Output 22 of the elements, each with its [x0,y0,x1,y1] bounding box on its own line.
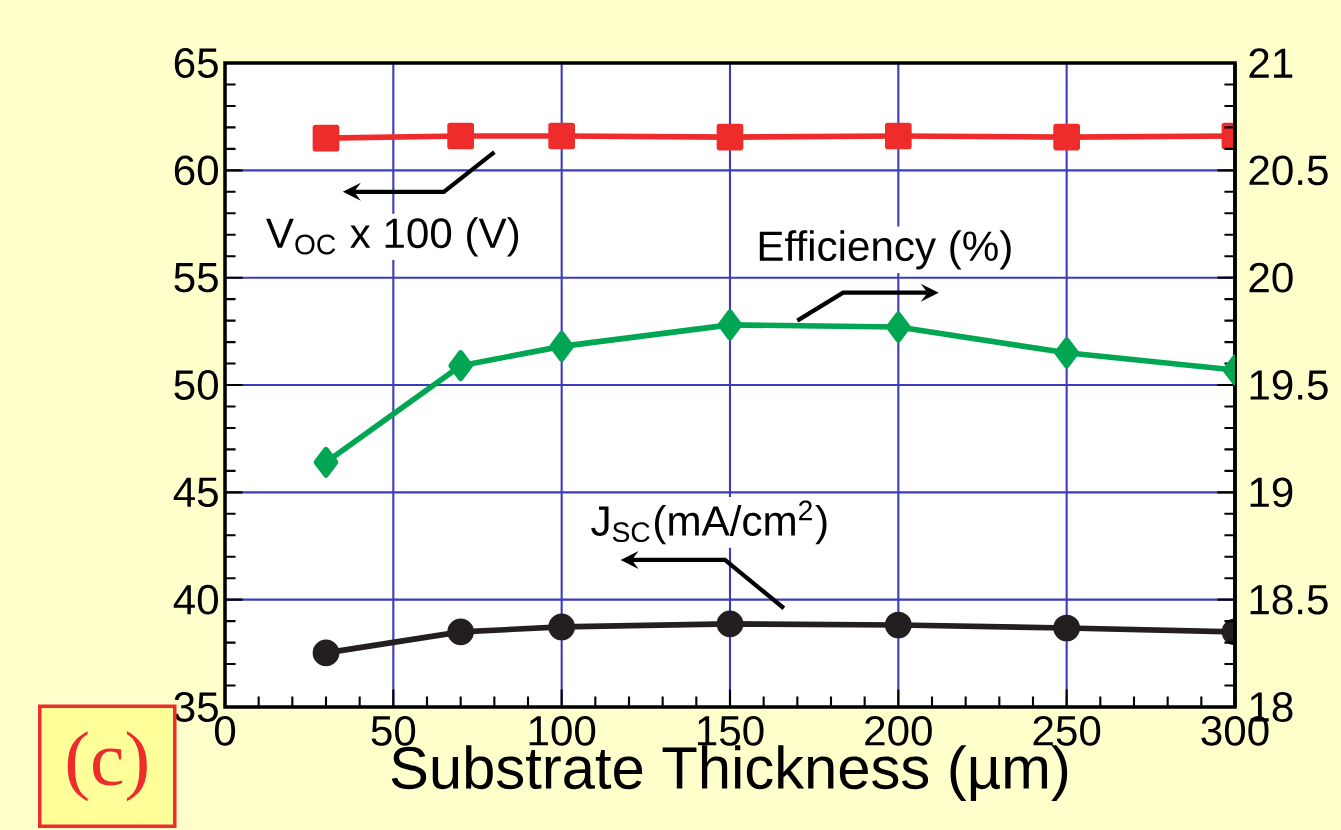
y2-tick-label: 20.5 [1249,155,1328,186]
y-tick-label: 65 [174,48,218,78]
y-tick-label: 45 [173,477,218,508]
x-axis-title: Substrate Thickness (µm) [391,745,1068,801]
y-tick-label: 55 [174,262,218,293]
y2-tick-label: 18.5 [1250,584,1328,615]
y-tick-label: 60 [174,155,218,186]
y2-tick-label: 19.5 [1250,370,1328,400]
x-tick-label: 100 [529,715,596,746]
y2-tick-label: 21 [1249,48,1293,78]
y-tick-label: 50 [174,370,218,400]
x-tick-label: 200 [865,715,932,746]
x-tick-label: 150 [698,715,764,746]
x-tick-label: 50 [371,715,416,746]
y-tick-label: 40 [173,584,218,615]
series-label: V$_{OC}$ x 100 (V) [266,217,519,257]
text: (c) [67,731,147,802]
y2-tick-label: 20 [1249,262,1293,293]
y2-tick-label: 19 [1250,477,1293,508]
series-label: Efficiency (%) [759,230,1011,270]
series-label: J$_{SC}$(mA/cm$^{2}$) [591,500,827,545]
x-tick-label: 250 [1033,715,1101,746]
